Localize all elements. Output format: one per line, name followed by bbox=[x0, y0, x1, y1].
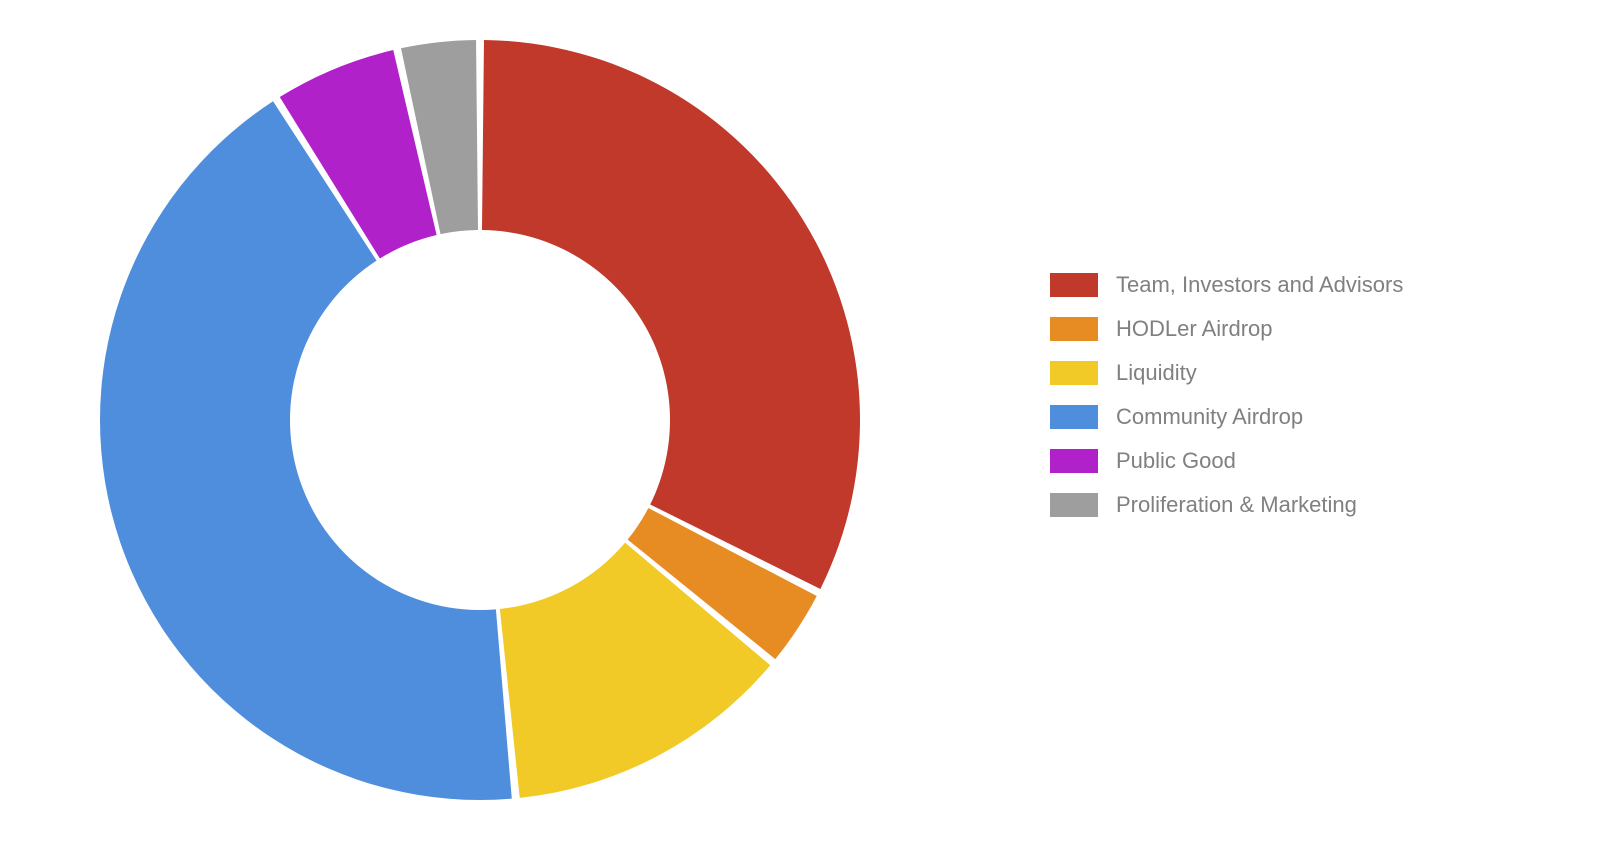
legend-item[interactable]: Proliferation & Marketing bbox=[1050, 492, 1403, 518]
legend-label: Liquidity bbox=[1116, 360, 1197, 386]
legend-item[interactable]: Liquidity bbox=[1050, 360, 1403, 386]
donut-slice[interactable] bbox=[482, 40, 860, 589]
legend-label: HODLer Airdrop bbox=[1116, 316, 1273, 342]
legend-item[interactable]: Public Good bbox=[1050, 448, 1403, 474]
legend-label: Proliferation & Marketing bbox=[1116, 492, 1357, 518]
legend-item[interactable]: HODLer Airdrop bbox=[1050, 316, 1403, 342]
legend-label: Public Good bbox=[1116, 448, 1236, 474]
legend-swatch bbox=[1050, 405, 1098, 429]
donut-chart bbox=[80, 20, 880, 820]
legend-item[interactable]: Team, Investors and Advisors bbox=[1050, 272, 1403, 298]
legend-swatch bbox=[1050, 493, 1098, 517]
legend-swatch bbox=[1050, 273, 1098, 297]
legend-label: Team, Investors and Advisors bbox=[1116, 272, 1403, 298]
legend: Team, Investors and Advisors HODLer Airdr… bbox=[1050, 272, 1403, 518]
legend-swatch bbox=[1050, 449, 1098, 473]
chart-stage: Team, Investors and Advisors HODLer Airdr… bbox=[0, 0, 1600, 848]
legend-swatch bbox=[1050, 361, 1098, 385]
legend-label: Community Airdrop bbox=[1116, 404, 1303, 430]
legend-swatch bbox=[1050, 317, 1098, 341]
legend-item[interactable]: Community Airdrop bbox=[1050, 404, 1403, 430]
